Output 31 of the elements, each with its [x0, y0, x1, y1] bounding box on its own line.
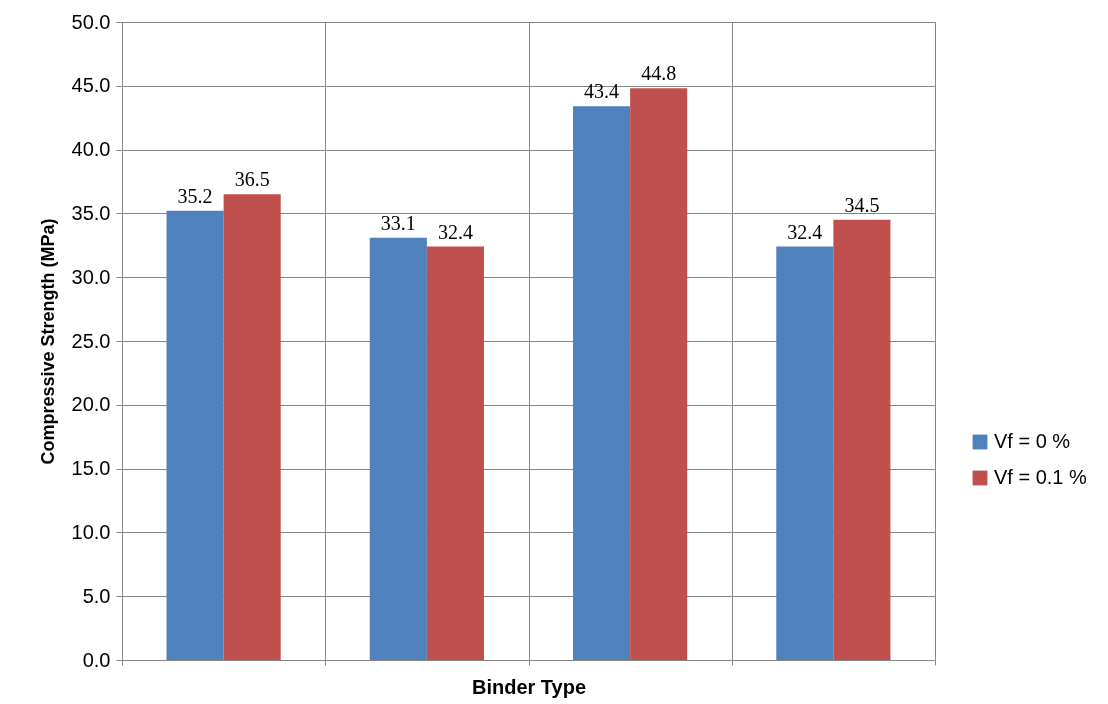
data-label: 44.8: [641, 62, 677, 85]
y-tick-label: 20.0: [71, 393, 111, 416]
data-label: 32.4: [787, 220, 823, 243]
y-tick-label: 35.0: [71, 201, 111, 224]
y-tick-label: 40.0: [71, 138, 111, 161]
data-label: 43.4: [584, 80, 620, 103]
y-tick-label: 15.0: [71, 457, 111, 480]
bar: [166, 210, 224, 660]
y-tick-label: 30.0: [71, 265, 111, 288]
data-label: 36.5: [234, 168, 270, 191]
y-tick-label: 0.0: [82, 648, 111, 671]
bar: [223, 194, 281, 660]
bar: [426, 246, 484, 660]
legend-label: Vf = 0 %: [994, 430, 1071, 452]
x-axis-title: Binder Type: [471, 676, 587, 698]
y-tick-label: 10.0: [71, 520, 111, 543]
data-label: 33.1: [380, 211, 416, 234]
y-tick-label: 50.0: [71, 10, 111, 33]
bar: [573, 106, 631, 660]
y-tick-label: 45.0: [71, 74, 111, 97]
y-tick-label: 25.0: [71, 329, 111, 352]
data-label: 34.5: [844, 193, 880, 216]
data-label: 32.4: [437, 220, 473, 243]
bar: [833, 219, 891, 660]
y-axis-title: Compressive Strength (MPa): [37, 218, 58, 465]
bar: [630, 88, 688, 660]
bar: [369, 237, 427, 660]
y-tick-label: 5.0: [82, 584, 111, 607]
bar: [776, 246, 834, 660]
data-label: 35.2: [177, 184, 213, 207]
legend-label: Vf = 0.1 %: [994, 466, 1088, 488]
